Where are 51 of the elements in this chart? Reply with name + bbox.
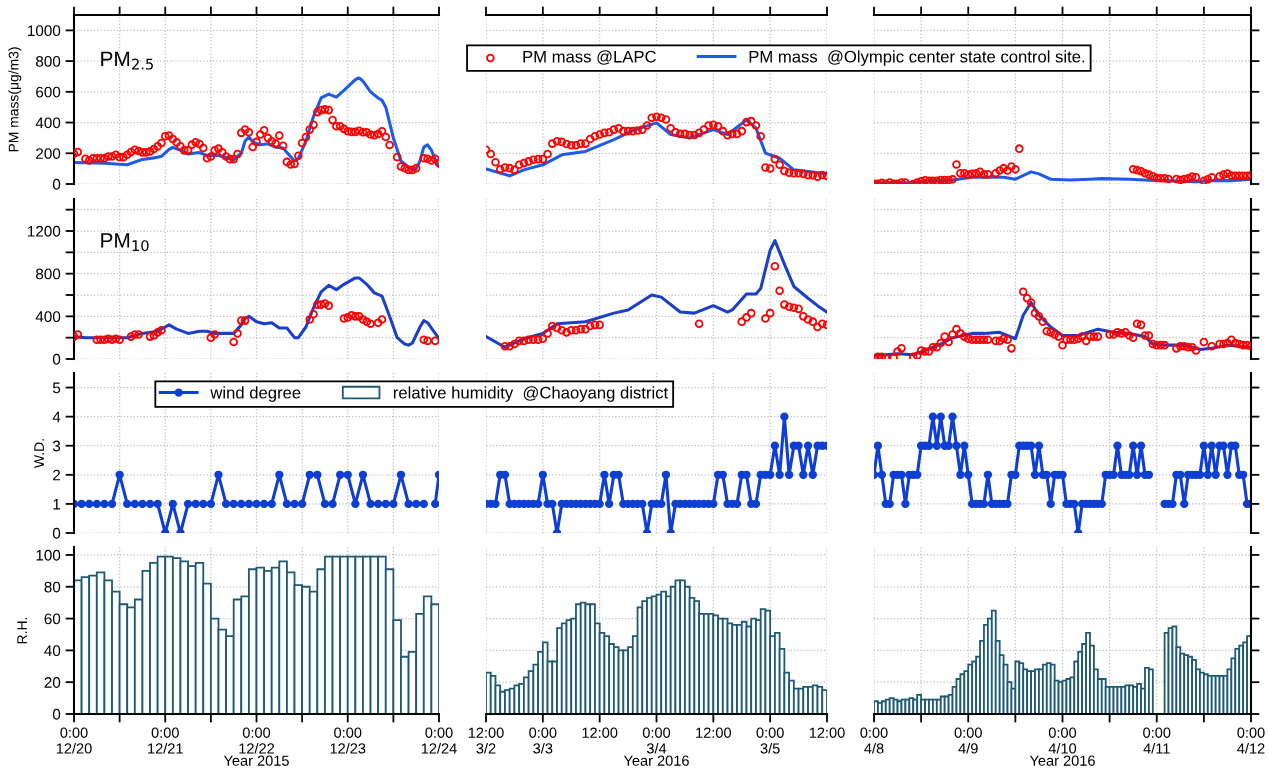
x-axis-title: Year 2015 bbox=[223, 755, 289, 766]
x-tick-label: 12:00 bbox=[809, 727, 845, 738]
y-tick-label: 800 bbox=[35, 268, 61, 280]
x-tick-label: 0:00 4/9 bbox=[954, 727, 982, 754]
y-tick-label: 20 bbox=[44, 677, 61, 688]
y-axis-title: R.H. bbox=[17, 617, 27, 644]
legend-label: relative humidity @Chaoyang district bbox=[393, 386, 669, 402]
x-tick-label: 0:00 3/3 bbox=[529, 727, 557, 754]
y-tick-label: 4 bbox=[52, 411, 61, 423]
y-tick-label: 3 bbox=[52, 440, 61, 452]
legend-label: PM mass @LAPC bbox=[523, 50, 656, 65]
x-tick-label: 0:00 4/12 bbox=[1237, 727, 1265, 754]
y-tick-label: 100 bbox=[36, 549, 61, 561]
x-tick-label: 0:00 4/11 bbox=[1143, 727, 1171, 754]
y-tick-label: 80 bbox=[44, 581, 61, 593]
y-axis-title: W.D. bbox=[34, 439, 44, 468]
x-axis-title: Year 2016 bbox=[623, 755, 689, 766]
x-tick-label: 12:00 bbox=[582, 727, 618, 738]
y-tick-label: 0 bbox=[52, 178, 61, 190]
x-axis-title: Year 2016 bbox=[1029, 755, 1095, 766]
y-tick-label: 0 bbox=[52, 527, 61, 539]
y-axis-title: PM mass(μg/m3) bbox=[8, 47, 22, 152]
y-tick-label: 0 bbox=[52, 353, 61, 365]
y-tick-label: 40 bbox=[44, 645, 61, 657]
y-tick-label: 400 bbox=[35, 117, 61, 129]
y-tick-label: 800 bbox=[35, 55, 61, 67]
y-tick-label: 1 bbox=[53, 498, 61, 510]
y-tick-label: 200 bbox=[36, 148, 61, 159]
x-tick-label: 0:00 4/8 bbox=[860, 727, 888, 754]
legend-label: PM mass @Olympic center state control site. bbox=[749, 50, 1085, 66]
y-tick-label: 1200 bbox=[27, 225, 61, 237]
y-tick-label: 0 bbox=[52, 708, 61, 720]
x-tick-label: 0:00 3/5 bbox=[756, 727, 784, 754]
y-tick-label: 5 bbox=[52, 382, 61, 394]
x-tick-label: 12:00 bbox=[696, 727, 732, 738]
y-tick-label: 1000 bbox=[27, 25, 61, 37]
legend-label: wind degree bbox=[210, 386, 301, 402]
x-tick-label: 0:00 4/10 bbox=[1048, 727, 1077, 754]
x-tick-label: 0:00 12/20 bbox=[56, 727, 92, 754]
x-tick-label: 0:00 3/4 bbox=[642, 727, 671, 754]
x-tick-label: 12:00 3/2 bbox=[468, 727, 504, 754]
y-tick-label: 400 bbox=[35, 311, 61, 323]
annotation: PM$_{10}$ bbox=[101, 233, 149, 252]
x-tick-label: 0:00 12/24 bbox=[421, 727, 457, 754]
y-tick-label: 60 bbox=[44, 613, 61, 625]
y-tick-label: 2 bbox=[53, 469, 61, 481]
annotation: PM$_{2.5}$ bbox=[101, 51, 153, 70]
x-tick-label: 0:00 12/21 bbox=[148, 727, 183, 754]
x-tick-label: 0:00 12/23 bbox=[330, 727, 366, 754]
x-tick-label: 0:00 12/22 bbox=[239, 727, 275, 754]
y-tick-label: 600 bbox=[36, 86, 61, 98]
